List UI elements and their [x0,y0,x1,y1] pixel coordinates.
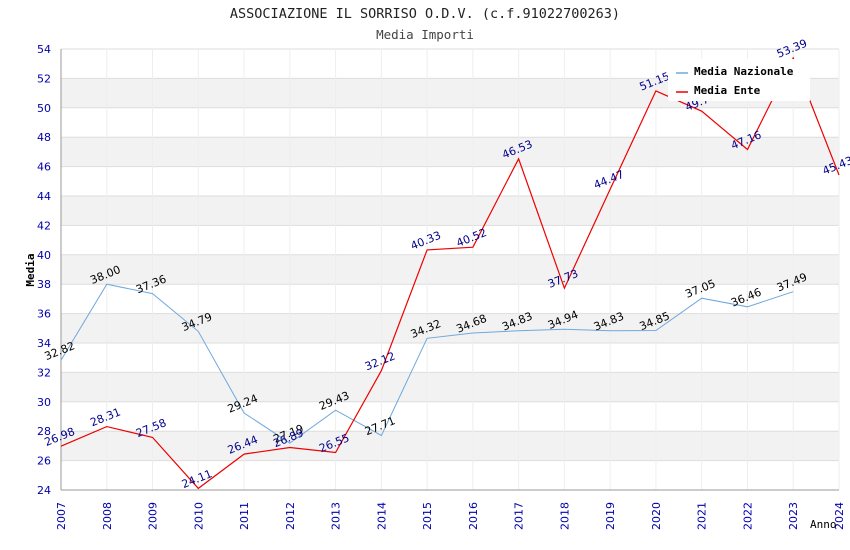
x-tick-label: 2011 [238,502,251,530]
legend: Media Nazionale Media Ente [668,59,810,101]
legend-background [668,59,810,101]
data-label: 32.12 [363,349,397,373]
series-lines [60,56,840,490]
plot-background-bands [61,78,839,461]
y-tick-label: 36 [37,308,51,321]
y-tick-label: 50 [37,102,51,115]
y-tick-label: 24 [37,484,51,497]
y-axis-title: Media [24,253,37,286]
x-tick-label: 2012 [284,502,297,530]
x-tick-label: 2023 [787,502,800,530]
plot-band [61,313,839,343]
y-axis-ticks: 24 26 28 30 32 34 36 38 40 42 44 46 48 50 52 54 [37,43,51,497]
x-tick-label: 2017 [513,502,526,530]
y-tick-label: 46 [37,161,51,174]
plot-band [61,431,839,461]
data-label: 44.47 [592,168,626,192]
plot-band [61,196,839,226]
x-tick-label: 2010 [192,502,205,530]
x-axis-ticks: 2007 2008 2009 2010 2011 2012 2013 2014 2015 2016… [55,502,846,530]
x-tick-label: 2015 [421,502,434,530]
y-tick-label: 38 [37,278,51,291]
data-label: 40.52 [455,226,489,250]
x-tick-label: 2022 [741,502,754,530]
plot-band [61,254,839,285]
y-tick-label: 26 [37,455,51,468]
y-tick-label: 42 [37,219,51,232]
y-tick-label: 40 [37,249,51,262]
x-tick-label: 2018 [558,502,571,530]
y-tick-label: 48 [37,131,51,144]
y-tick-label: 32 [37,366,51,379]
x-tick-label: 2009 [147,502,160,530]
series-line-media-ente [60,56,840,490]
legend-label-media-nazionale: Media Nazionale [694,65,794,78]
plot-band [61,137,839,167]
y-tick-label: 52 [37,72,51,85]
x-tick-label: 2024 [833,502,846,530]
x-tick-label: 2013 [330,502,343,530]
x-tick-label: 2016 [467,502,480,530]
y-tick-label: 34 [37,337,51,350]
data-label: 28.31 [88,405,122,429]
legend-label-media-ente: Media Ente [694,84,761,97]
y-tick-label: 54 [37,43,51,56]
x-tick-label: 2008 [101,502,114,530]
chart-subtitle: Media Importi [376,27,474,42]
grid-lines [60,48,840,491]
x-axis-title: Anno [810,518,837,531]
x-tick-label: 2021 [696,502,709,530]
plot-band [61,372,839,402]
y-tick-label: 44 [37,190,51,203]
chart-title: ASSOCIAZIONE IL SORRISO O.D.V. (c.f.9102… [230,6,620,22]
data-label: 36.46 [729,286,763,310]
x-tick-label: 2019 [604,502,617,530]
x-tick-label: 2014 [375,502,388,530]
y-tick-label: 30 [37,396,51,409]
series-line-media-nazionale [60,283,794,444]
y-tick-label: 28 [37,425,51,438]
x-tick-label: 2020 [650,502,663,530]
x-tick-label: 2007 [55,502,68,530]
data-label: 53.39 [775,37,809,61]
